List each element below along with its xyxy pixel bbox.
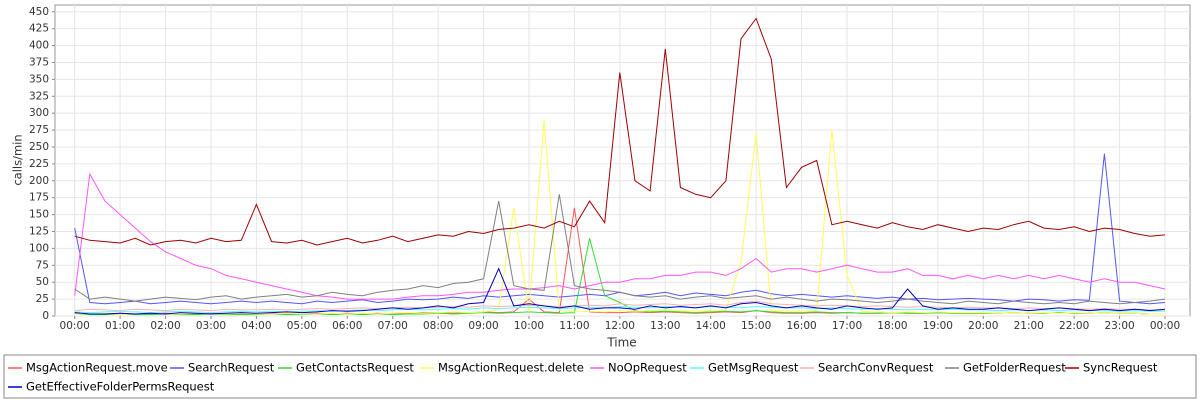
legend-label: MsgActionRequest.delete [438,361,584,375]
legend-label: NoOpRequest [608,361,687,375]
legend-label: SearchRequest [188,361,275,375]
series-line [74,300,1165,312]
x-tick-label: 00:00 [1150,320,1180,332]
y-tick-label: 200 [29,175,49,187]
y-tick-label: 425 [29,23,49,35]
series-line [74,305,1165,314]
plot-area [54,4,1191,317]
y-tick-label: 325 [29,90,49,102]
x-tick-label: 00:00 [60,320,90,332]
x-tick-label: 10:00 [514,320,544,332]
x-tick-label: 18:00 [877,320,907,332]
y-tick-label: 0 [42,310,49,322]
y-tick-label: 350 [29,73,49,85]
y-axis-label: calls/min [11,134,25,185]
x-tick-label: 21:00 [1014,320,1044,332]
x-tick-label: 13:00 [650,320,680,332]
legend-label: MsgActionRequest.move [26,361,168,375]
x-tick-label: 11:00 [559,320,589,332]
legend-label: GetEffectiveFolderPermsRequest [26,380,215,394]
y-tick-label: 375 [29,56,49,68]
x-tick-label: 19:00 [923,320,953,332]
y-tick-label: 150 [29,209,49,221]
x-tick-label: 20:00 [968,320,998,332]
x-tick-label: 03:00 [196,320,226,332]
y-tick-label: 450 [29,6,49,18]
series-line [74,119,1165,315]
legend-label: GetMsgRequest [708,361,799,375]
y-tick-label: 125 [29,225,49,237]
x-tick-label: 22:00 [1059,320,1089,332]
series-line [74,194,1166,305]
x-tick-label: 07:00 [378,320,408,332]
legend-box [3,354,1197,399]
series-line [74,238,1165,316]
x-tick-label: 01:00 [105,320,135,332]
series-line [74,17,1166,246]
x-tick-label: 06:00 [332,320,362,332]
x-tick-label: 04:00 [241,320,271,332]
y-tick-label: 400 [29,40,49,52]
x-tick-label: 08:00 [423,320,453,332]
y-tick-label: 50 [36,276,49,288]
x-tick-label: 14:00 [696,320,726,332]
legend-label: GetContactsRequest [296,361,414,375]
y-tick-label: 25 [36,293,49,305]
y-tick-label: 225 [29,158,49,170]
y-tick-label: 250 [29,141,49,153]
x-tick-label: 05:00 [287,320,317,332]
legend-label: SyncRequest [1083,361,1158,375]
y-tick-label: 300 [29,107,49,119]
legend-label: GetFolderRequest [963,361,1066,375]
series-line [74,172,1166,300]
y-tick-label: 175 [29,192,49,204]
legend-label: SearchConvRequest [818,361,934,375]
x-tick-label: 02:00 [150,320,180,332]
y-tick-label: 100 [29,242,49,254]
x-tick-label: 09:00 [468,320,498,332]
x-tick-label: 15:00 [741,320,771,332]
y-tick-label: 275 [29,124,49,136]
y-tick-label: 75 [36,259,49,271]
x-axis-label: Time [606,336,636,350]
x-tick-label: 23:00 [1104,320,1134,332]
series-line [74,267,1166,315]
x-tick-label: 16:00 [786,320,816,332]
x-tick-label: 12:00 [605,320,635,332]
x-tick-label: 17:00 [832,320,862,332]
